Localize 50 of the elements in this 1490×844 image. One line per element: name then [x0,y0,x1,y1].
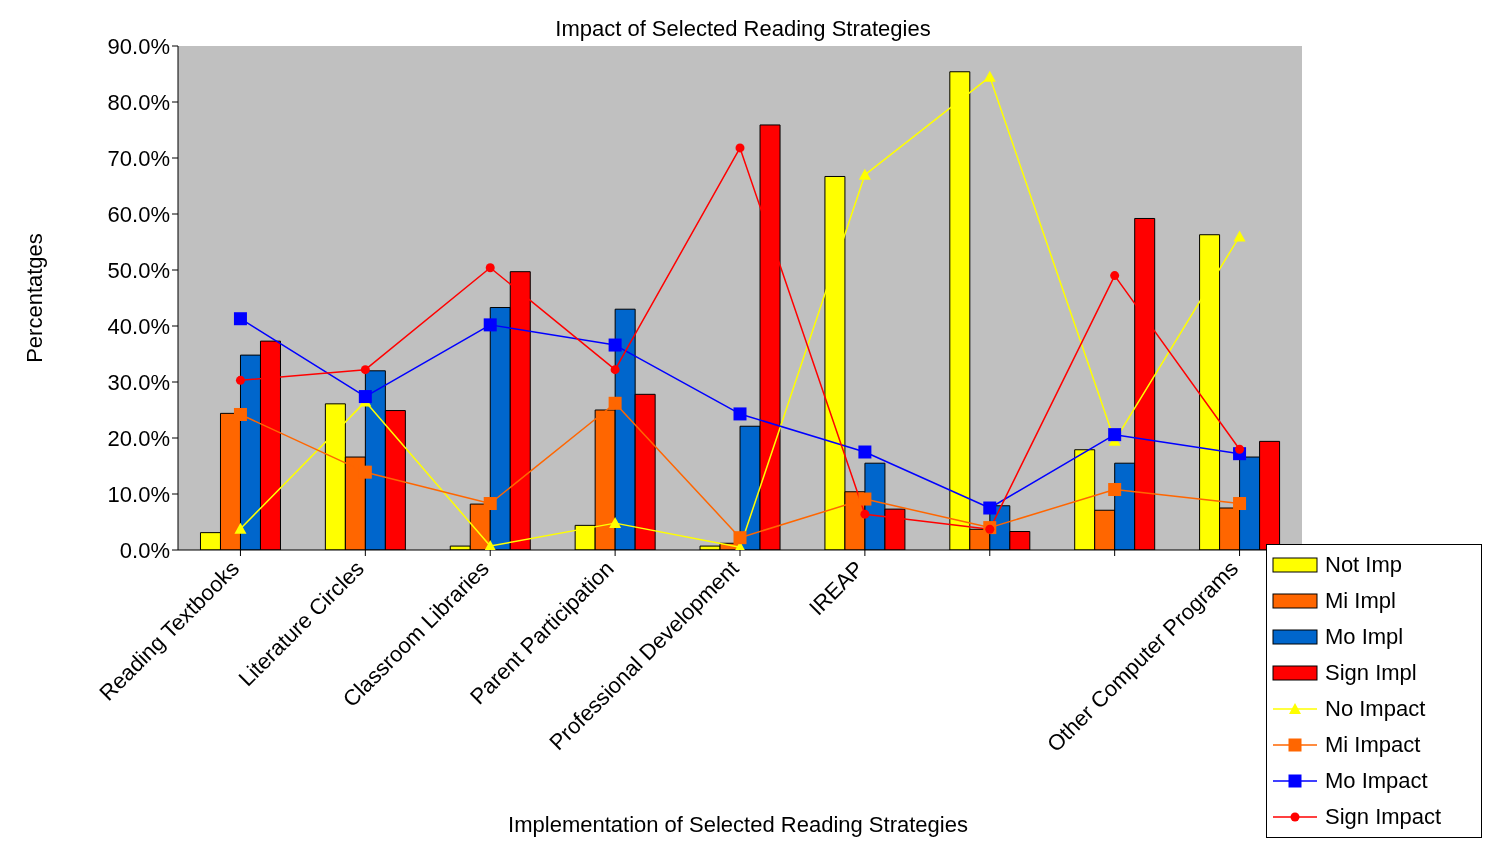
point [1235,444,1245,454]
point [485,263,495,273]
legend-label: Not Imp [1325,552,1403,578]
point [733,407,747,421]
point [1233,230,1246,242]
point [483,497,497,511]
y-tick-label: 50.0% [107,257,170,283]
legend-label: Sign Impact [1325,804,1442,830]
point [858,492,872,506]
chart-title: Impact of Selected Reading Strategies [555,16,931,41]
y-tick-label: 70.0% [107,145,170,171]
y-tick-label: 0.0% [119,537,170,563]
point [358,390,372,404]
point [234,522,247,534]
point [1233,497,1247,511]
point [233,407,247,421]
point [609,517,622,529]
legend-label: Mo Impl [1325,624,1404,650]
point [483,318,497,332]
point [733,531,747,545]
point [610,365,620,375]
point [1108,428,1122,442]
point [1108,483,1122,497]
legend-label: Sign Impl [1325,660,1417,686]
y-tick-label: 90.0% [107,33,170,59]
point [608,396,622,410]
legend-label: Mi Impact [1325,732,1421,758]
point [1110,271,1120,281]
point [235,375,245,385]
legend-label: No Impact [1325,696,1426,722]
point [860,509,870,519]
y-axis-title: Percentatges [22,233,48,363]
legend-label: Mi Impl [1325,588,1396,614]
point [608,338,622,352]
y-tick-label: 20.0% [107,425,170,451]
point [233,312,247,326]
y-tick-label: 10.0% [107,481,170,507]
y-tick-label: 30.0% [107,369,170,395]
point [858,168,871,180]
point [484,540,497,550]
y-tick-label: 60.0% [107,201,170,227]
legend-label: Mo Impact [1325,768,1428,794]
point [858,445,872,459]
x-axis-title: Implementation of Selected Reading Strategies [508,812,968,837]
y-tick-label: 80.0% [107,89,170,115]
point [735,143,745,153]
point [360,365,370,375]
y-tick-label: 40.0% [107,313,170,339]
point [983,501,997,515]
point [983,70,996,82]
